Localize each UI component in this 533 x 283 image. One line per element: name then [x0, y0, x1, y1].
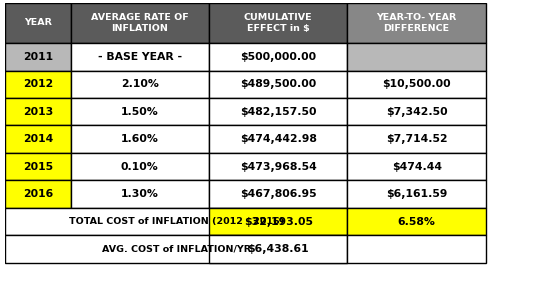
Bar: [209, 98, 348, 125]
Bar: [209, 3, 348, 43]
Bar: [70, 43, 209, 70]
Text: 2014: 2014: [23, 134, 53, 144]
Text: 2015: 2015: [23, 162, 53, 171]
Bar: [348, 153, 486, 180]
Text: 2016: 2016: [23, 189, 53, 199]
Bar: [348, 235, 486, 263]
Text: - BASE YEAR -: - BASE YEAR -: [98, 52, 182, 62]
Bar: [348, 180, 486, 208]
Bar: [70, 125, 209, 153]
Text: 2.10%: 2.10%: [121, 79, 159, 89]
Text: $489,500.00: $489,500.00: [240, 79, 317, 89]
Text: AVG. COST of INFLATION/YR: AVG. COST of INFLATION/YR: [102, 245, 251, 254]
Bar: [348, 70, 486, 98]
Text: $7,714.52: $7,714.52: [386, 134, 448, 144]
Bar: [5, 70, 70, 98]
Text: $32,193.05: $32,193.05: [244, 216, 313, 226]
Text: $482,157.50: $482,157.50: [240, 107, 317, 117]
Bar: [5, 235, 348, 263]
Text: CUMULATIVE
EFFECT in $: CUMULATIVE EFFECT in $: [244, 13, 312, 33]
Text: 0.10%: 0.10%: [121, 162, 159, 171]
Text: 6.58%: 6.58%: [398, 216, 435, 226]
Text: AVERAGE RATE OF
INFLATION: AVERAGE RATE OF INFLATION: [91, 13, 189, 33]
Bar: [70, 98, 209, 125]
Bar: [348, 208, 486, 235]
Bar: [5, 180, 70, 208]
Bar: [70, 70, 209, 98]
Bar: [209, 70, 348, 98]
Bar: [70, 3, 209, 43]
Text: $6,161.59: $6,161.59: [386, 189, 447, 199]
Bar: [348, 3, 486, 43]
Bar: [209, 180, 348, 208]
Bar: [209, 208, 348, 235]
Text: 1.60%: 1.60%: [121, 134, 159, 144]
Text: YEAR: YEAR: [24, 18, 52, 27]
Text: TOTAL COST of INFLATION (2012 - 2016): TOTAL COST of INFLATION (2012 - 2016): [69, 217, 284, 226]
Text: $6,438.61: $6,438.61: [247, 244, 309, 254]
Text: $474,442.98: $474,442.98: [240, 134, 317, 144]
Text: $500,000.00: $500,000.00: [240, 52, 316, 62]
Text: $467,806.95: $467,806.95: [240, 189, 317, 199]
Bar: [5, 43, 70, 70]
Bar: [209, 153, 348, 180]
Text: $7,342.50: $7,342.50: [386, 107, 448, 117]
Text: 2013: 2013: [23, 107, 53, 117]
Bar: [70, 153, 209, 180]
Text: $473,968.54: $473,968.54: [240, 162, 317, 171]
Text: 2011: 2011: [23, 52, 53, 62]
Text: $474.44: $474.44: [392, 162, 442, 171]
Bar: [348, 125, 486, 153]
Text: $10,500.00: $10,500.00: [382, 79, 451, 89]
Bar: [5, 125, 70, 153]
Bar: [209, 43, 348, 70]
Bar: [5, 98, 70, 125]
Text: YEAR-TO- YEAR
DIFFERENCE: YEAR-TO- YEAR DIFFERENCE: [376, 13, 457, 33]
Text: 1.30%: 1.30%: [121, 189, 159, 199]
Bar: [348, 98, 486, 125]
Bar: [209, 125, 348, 153]
Bar: [348, 43, 486, 70]
Bar: [209, 235, 348, 263]
Bar: [5, 208, 348, 235]
Bar: [5, 3, 70, 43]
Text: 2012: 2012: [23, 79, 53, 89]
Bar: [70, 180, 209, 208]
Bar: [5, 153, 70, 180]
Text: 1.50%: 1.50%: [121, 107, 159, 117]
